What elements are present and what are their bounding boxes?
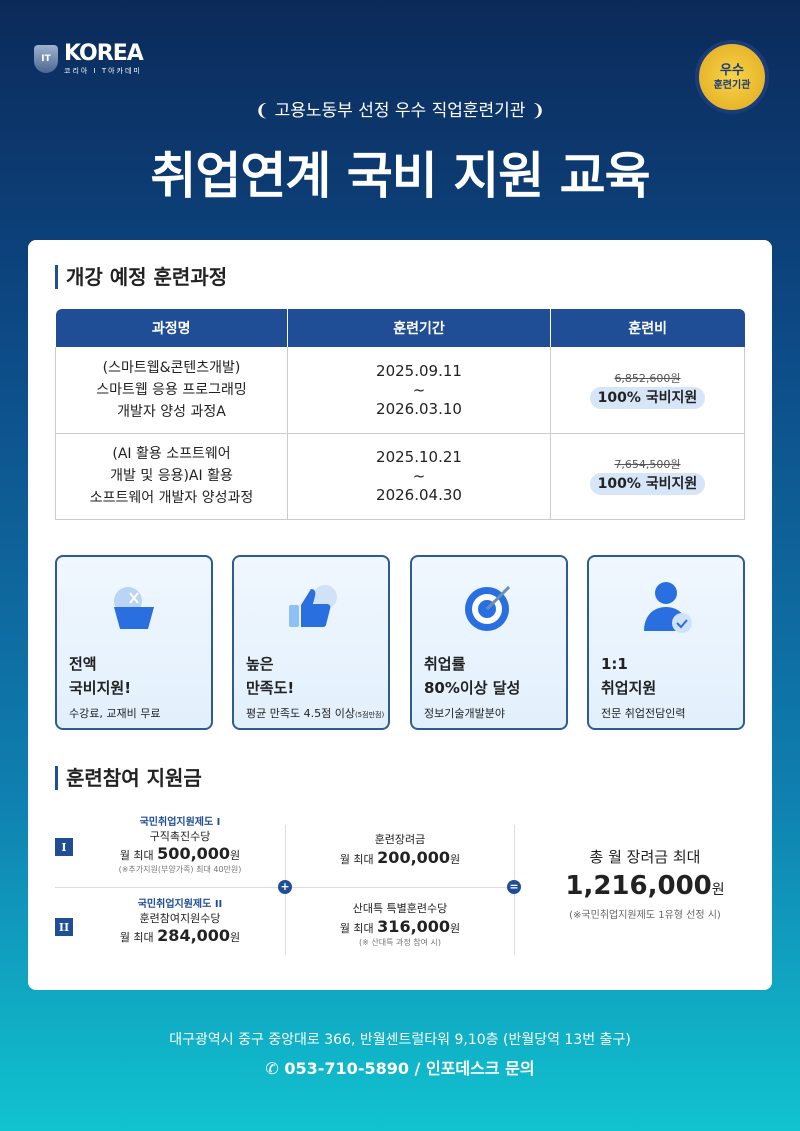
feature-title: 전액 <box>69 655 97 673</box>
support-badge: 100% 국비지원 <box>589 386 706 409</box>
feature-title: 80%이상 달성 <box>424 679 521 697</box>
phone-number[interactable]: 053-710-5890 <box>284 1059 409 1078</box>
target-icon <box>465 585 511 631</box>
special-block: 산대특 특별훈련수당 월 최대 316,000원 (※ 산대특 과정 참여 시) <box>339 902 461 947</box>
thumbs-up-icon <box>289 585 337 627</box>
excellence-badge: 우수 훈련기관 <box>695 40 769 114</box>
equals-icon: = <box>507 880 521 894</box>
table-row: (AI 활용 소프트웨어 개발 및 응용)AI 활용 소프트웨어 개발자 양성과정 … <box>55 433 745 520</box>
subsidy-section-title: 훈련참여 지원금 <box>55 766 202 790</box>
subtitle: ❨ 고용노동부 선정 우수 직업훈련기관 ❩ <box>254 101 546 121</box>
table-row: (스마트웹&콘텐츠개발) 스마트웹 응용 프로그래밍 개발자 양성 과정A 2025… <box>55 347 745 434</box>
address: 대구광역시 중구 중앙대로 366, 반월센트럴타워 9,10층 (반월당역 1… <box>169 1032 631 1048</box>
feature-title: 국비지원! <box>69 679 132 697</box>
phone-icon: ✆ <box>265 1059 285 1078</box>
discount-bag-icon <box>114 587 154 629</box>
subtitle-text: 고용노동부 선정 우수 직업훈련기관 <box>274 101 526 121</box>
feature-title: 만족도! <box>246 679 295 697</box>
feature-desc: 수강료, 교재비 무료 <box>69 707 161 720</box>
course-name: (AI 활용 소프트웨어 개발 및 응용)AI 활용 소프트웨어 개발자 양성과정 <box>55 433 288 520</box>
type2-block: 국민취업지원제도 II 훈련참여지원수당 월 최대 284,000원 <box>119 899 241 946</box>
col-header: 훈련비 <box>550 309 745 347</box>
logo: IT KOREA 코리아 I T아카데미 <box>34 41 144 76</box>
course-period: 2025.10.21 ~2026.04.30 <box>287 433 551 520</box>
feature-desc: 평균 만족도 4.5점 이상(5점만점) <box>246 707 385 720</box>
logo-text: KOREA <box>64 41 144 66</box>
user-check-icon <box>644 582 692 633</box>
plus-icon: + <box>278 880 292 894</box>
course-fee: 7,654,500원 100% 국비지원 <box>550 433 745 520</box>
shield-icon: IT <box>34 45 58 73</box>
feature-desc: 정보기술개발분야 <box>424 707 505 720</box>
badge-line1: 우수 <box>720 62 744 78</box>
support-badge: 100% 국비지원 <box>589 473 706 495</box>
type1-badge: I <box>55 838 73 856</box>
col-header: 과정명 <box>55 309 288 347</box>
feature-title: 취업률 <box>424 655 466 673</box>
feature-desc: 전문 취업전담인력 <box>601 707 686 720</box>
course-period: 2025.09.11 ~2026.03.10 <box>287 347 551 434</box>
table-header: 과정명 훈련기간 훈련비 <box>55 309 745 347</box>
feature-title: 취업지원 <box>601 679 657 697</box>
incentive-block: 훈련장려금 월 최대 200,000원 <box>339 833 461 867</box>
badge-line2: 훈련기관 <box>713 79 751 91</box>
feature-title: 1:1 <box>601 655 628 673</box>
type2-badge: II <box>55 918 73 936</box>
courses-section-title: 개강 예정 훈련과정 <box>55 265 227 289</box>
course-fee: 6,852,600원 100% 국비지원 <box>550 347 745 434</box>
courses-table: 과정명 훈련기간 훈련비 (스마트웹&콘텐츠개발) 스마트웹 응용 프로그래밍 개발… <box>55 309 745 520</box>
contact: ✆ 053-710-5890 / 인포데스크 문의 <box>265 1059 535 1078</box>
feature-title: 높은 <box>246 655 274 673</box>
col-header: 훈련기간 <box>287 309 551 347</box>
logo-subtext: 코리아 I T아카데미 <box>64 67 142 75</box>
type1-block: 국민취업지원제도 I 구직촉진수당 월 최대 500,000원 (※추가지원(부양… <box>118 817 242 875</box>
total-block: 총 월 장려금 최대 1,216,000원 (※국민취업지원제도 1유형 선정 … <box>565 848 725 921</box>
page-title: 취업연계 국비 지원 교육 <box>150 147 650 205</box>
course-name: (스마트웹&콘텐츠개발) 스마트웹 응용 프로그래밍 개발자 양성 과정A <box>55 347 288 434</box>
